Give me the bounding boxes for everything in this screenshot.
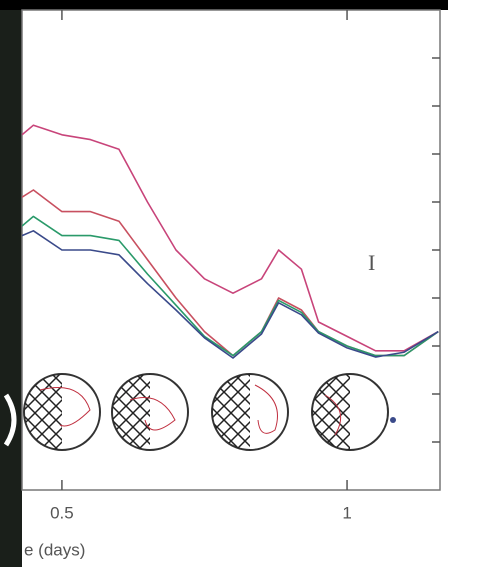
glyph	[23, 373, 101, 451]
series-line	[22, 124, 439, 352]
dark-strip	[0, 0, 22, 567]
x-tick-label: 0.5	[50, 503, 74, 522]
series-line	[22, 215, 439, 357]
series-line	[22, 230, 439, 359]
series-line	[22, 189, 439, 357]
glyph	[211, 373, 289, 451]
glyph	[311, 373, 396, 451]
annotation: I	[368, 250, 375, 275]
plot-lines	[22, 124, 439, 359]
top-bar	[0, 0, 448, 10]
cropped-glyph	[3, 393, 17, 447]
x-tick-label: 1	[342, 503, 351, 522]
glyphs	[23, 373, 396, 451]
x-axis-label: e (days)	[24, 540, 85, 559]
glyph	[111, 373, 189, 451]
